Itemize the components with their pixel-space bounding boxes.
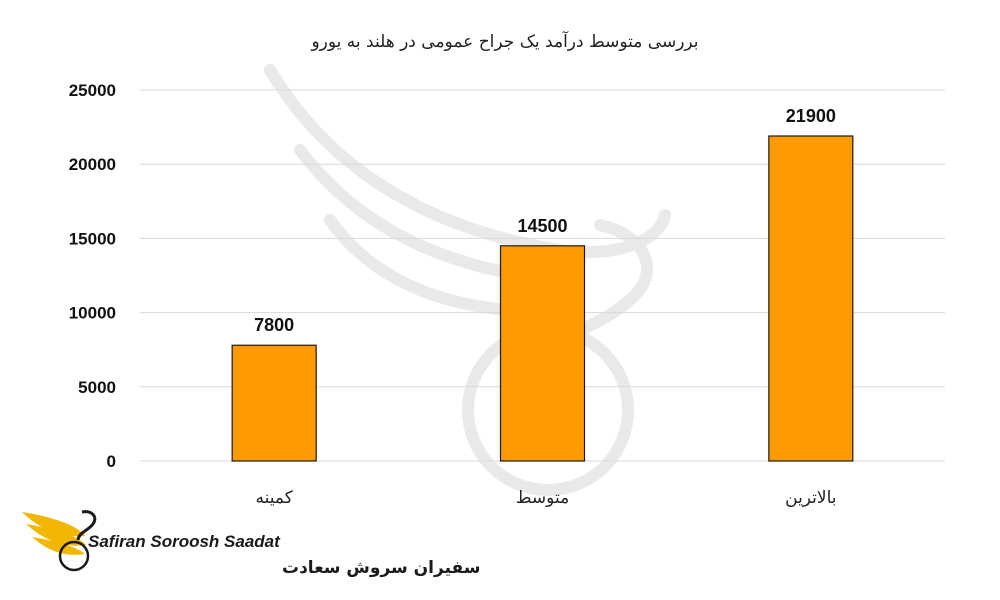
- bar: [768, 135, 854, 462]
- data-label: 14500: [517, 216, 567, 236]
- bars: [231, 135, 854, 462]
- y-tick-label: 25000: [69, 81, 116, 100]
- x-category-label: متوسط: [516, 488, 569, 508]
- x-category-label: کمینه: [256, 488, 294, 508]
- data-label: 7800: [254, 315, 294, 335]
- data-label: 21900: [786, 106, 836, 126]
- y-axis-ticks: 0 5000 10000 15000 20000 25000: [69, 81, 116, 471]
- bar: [499, 245, 586, 462]
- bar: [231, 344, 317, 462]
- data-labels: 7800 14500 21900: [254, 106, 836, 335]
- watermark-logo: [264, 64, 671, 496]
- brand-logo: Safiran Soroosh Saadat سفیران سروش سعادت: [22, 510, 480, 578]
- y-tick-label: 0: [107, 452, 116, 471]
- y-tick-label: 5000: [78, 378, 116, 397]
- x-axis-categories: کمینه متوسط بالاترین: [256, 488, 837, 508]
- bird-wing-logo-icon: [22, 510, 97, 572]
- chart-title: بررسی متوسط درآمد یک جراح عمومی در هلند …: [310, 30, 698, 52]
- y-tick-label: 10000: [69, 304, 116, 323]
- x-category-label: بالاترین: [785, 488, 836, 508]
- y-tick-label: 15000: [69, 229, 116, 248]
- brand-name-en: Safiran Soroosh Saadat: [88, 532, 281, 551]
- brand-name-fa: سفیران سروش سعادت: [282, 558, 480, 578]
- y-tick-label: 20000: [69, 155, 116, 174]
